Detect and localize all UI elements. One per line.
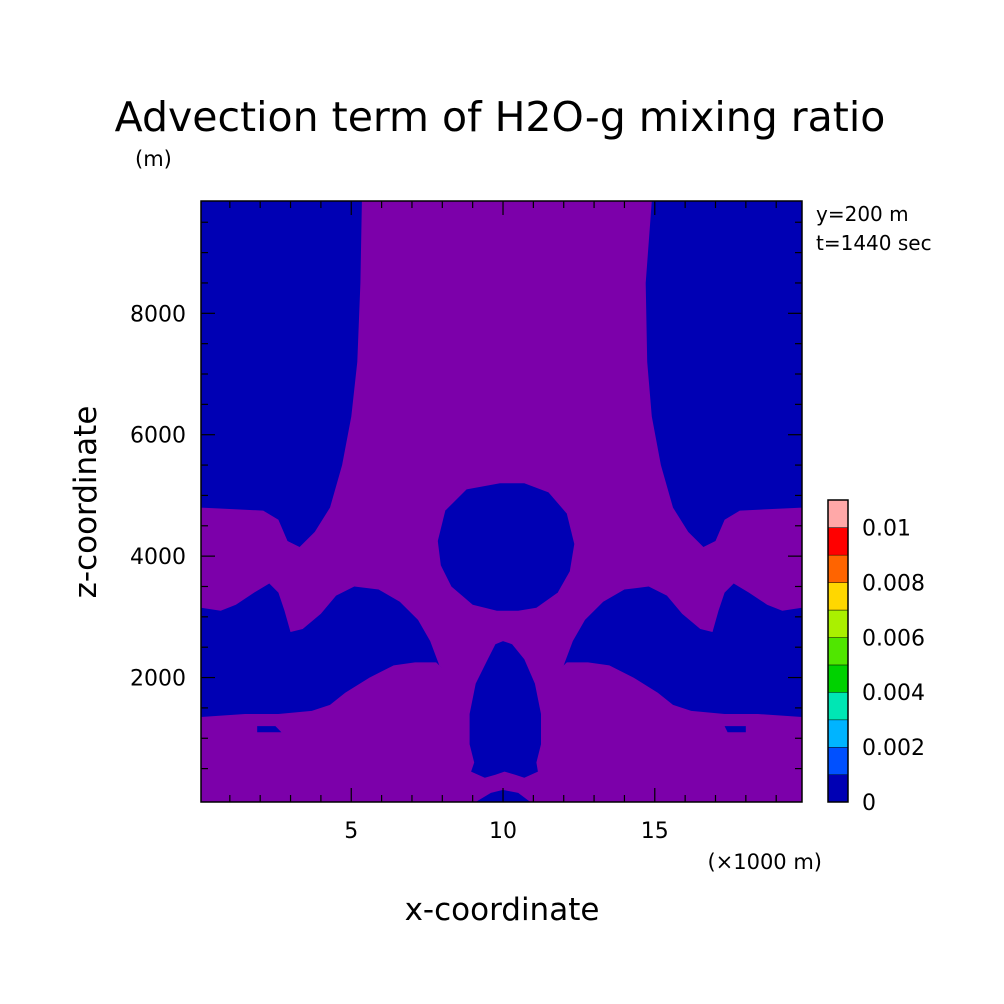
right-middle-band xyxy=(560,583,802,717)
colorbar xyxy=(827,499,849,803)
top-right-region xyxy=(645,201,802,547)
info-t: t=1440 sec xyxy=(816,231,932,255)
colorbar-swatch xyxy=(828,637,848,665)
unit-label: (m) xyxy=(135,147,172,171)
central-lower-blob xyxy=(469,641,541,778)
plot-area xyxy=(200,200,803,803)
x-tick-label: 10 xyxy=(489,819,517,844)
colorbar-label: 0.002 xyxy=(862,736,925,761)
colorbar-swatch xyxy=(828,582,848,610)
colorbar-swatch xyxy=(828,500,848,528)
plot-frame xyxy=(200,200,803,803)
chart-title: Advection term of H2O-g mixing ratio xyxy=(115,93,886,141)
colorbar-label: 0 xyxy=(862,791,876,816)
colorbar-labels: 0 0.002 0.004 0.006 0.008 0.01 xyxy=(862,516,925,816)
colorbar-swatch xyxy=(828,719,848,748)
x-tick-labels: 5 10 15 xyxy=(344,819,669,844)
top-left-region xyxy=(201,201,362,547)
y-tick-label: 8000 xyxy=(130,302,186,327)
y-axis-label: z-coordinate xyxy=(68,406,104,599)
y-tick-label: 6000 xyxy=(130,424,186,449)
colorbar-swatch xyxy=(828,774,848,802)
info-y: y=200 m xyxy=(816,202,909,226)
y-tick-label: 4000 xyxy=(130,545,186,570)
small-left-patch xyxy=(257,726,282,733)
x-unit-label: (×1000 m) xyxy=(707,850,822,874)
colorbar-frame xyxy=(827,499,849,803)
colorbar-label: 0.006 xyxy=(862,626,925,651)
x-tick-label: 15 xyxy=(641,819,669,844)
small-right-patch xyxy=(724,726,746,733)
colorbar-swatch xyxy=(828,664,848,693)
x-axis-label: x-coordinate xyxy=(405,892,600,928)
colorbar-swatch xyxy=(828,609,848,638)
axis-ticks xyxy=(201,201,802,802)
y-tick-labels: 2000 4000 6000 8000 xyxy=(130,302,186,691)
colorbar-label: 0.01 xyxy=(862,516,911,541)
colorbar-swatch xyxy=(828,527,848,555)
colorbar-swatch xyxy=(828,747,848,775)
x-tick-label: 5 xyxy=(344,819,358,844)
central-upper-blob xyxy=(437,483,575,611)
y-tick-label: 2000 xyxy=(130,667,186,692)
colorbar-swatch xyxy=(828,554,848,583)
colorbar-label: 0.004 xyxy=(862,681,925,706)
left-middle-band xyxy=(201,583,443,717)
colorbar-label: 0.008 xyxy=(862,571,925,596)
colorbar-swatch xyxy=(828,692,848,720)
